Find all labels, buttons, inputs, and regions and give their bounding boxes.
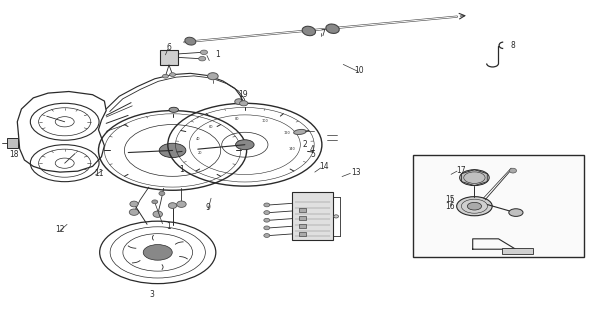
Ellipse shape (264, 218, 270, 222)
Bar (299, 216, 307, 220)
Circle shape (467, 202, 482, 210)
Ellipse shape (293, 129, 307, 134)
Text: 9: 9 (205, 203, 210, 212)
Text: 7: 7 (320, 29, 325, 38)
Circle shape (169, 107, 178, 112)
Ellipse shape (207, 73, 218, 80)
Text: 40: 40 (196, 137, 200, 141)
Ellipse shape (198, 56, 206, 61)
Ellipse shape (326, 24, 339, 33)
Ellipse shape (130, 201, 138, 207)
Bar (502, 248, 533, 254)
Ellipse shape (159, 191, 165, 196)
Text: 80: 80 (234, 117, 239, 121)
Ellipse shape (264, 211, 270, 214)
Text: 8: 8 (510, 41, 515, 51)
Ellipse shape (264, 226, 270, 230)
Bar (299, 224, 307, 228)
Ellipse shape (302, 26, 315, 36)
Text: 20: 20 (198, 151, 202, 156)
Ellipse shape (163, 74, 169, 78)
Ellipse shape (170, 73, 175, 76)
Ellipse shape (169, 203, 176, 208)
Text: 18: 18 (10, 150, 19, 159)
Bar (299, 232, 307, 236)
Ellipse shape (129, 209, 139, 215)
Text: 11: 11 (94, 169, 104, 178)
Ellipse shape (185, 37, 196, 45)
Bar (292, 193, 333, 240)
Text: 12: 12 (55, 225, 65, 234)
Bar (160, 50, 178, 65)
Ellipse shape (239, 101, 248, 106)
Text: 1: 1 (167, 222, 172, 231)
Text: 13: 13 (352, 168, 361, 177)
Text: 17: 17 (456, 166, 466, 175)
Text: 3: 3 (149, 290, 154, 299)
Text: 140: 140 (289, 147, 295, 151)
Text: 6: 6 (166, 43, 171, 52)
Ellipse shape (200, 50, 207, 54)
Circle shape (143, 244, 172, 260)
Ellipse shape (152, 200, 158, 204)
Ellipse shape (235, 99, 243, 105)
Ellipse shape (264, 234, 270, 237)
Ellipse shape (176, 201, 186, 207)
Text: 5: 5 (310, 150, 315, 159)
Text: 2: 2 (303, 140, 308, 149)
Text: 120: 120 (284, 131, 290, 135)
Circle shape (236, 140, 254, 150)
Text: 16: 16 (445, 202, 455, 211)
Circle shape (509, 209, 523, 216)
Bar (413, 155, 584, 257)
Text: 15: 15 (445, 195, 455, 204)
Text: 60: 60 (209, 124, 213, 129)
Bar (7, 138, 18, 148)
Ellipse shape (264, 203, 270, 207)
Bar (299, 208, 307, 212)
Text: 10: 10 (354, 66, 364, 75)
Ellipse shape (510, 168, 517, 173)
Circle shape (159, 143, 186, 158)
Text: 14: 14 (320, 162, 329, 171)
Ellipse shape (334, 215, 339, 218)
Text: 19: 19 (238, 90, 247, 99)
Circle shape (460, 170, 489, 186)
Text: 1: 1 (215, 50, 220, 59)
Text: 1: 1 (179, 165, 184, 174)
Ellipse shape (153, 211, 163, 217)
Text: 100: 100 (262, 119, 268, 124)
Circle shape (457, 197, 492, 216)
Text: 4: 4 (310, 145, 315, 154)
